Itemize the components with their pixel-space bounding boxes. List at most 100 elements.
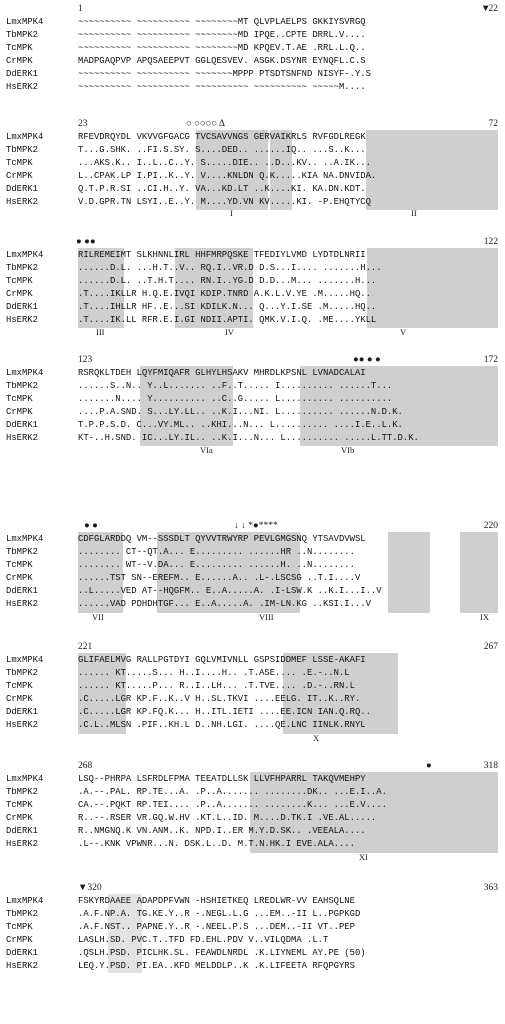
sequence-line: ......S..N.. Y..L....... ..F..T..... I..… (78, 381, 392, 391)
species-label: HsERK2 (6, 839, 38, 849)
sequence-line: R..--.RSER VR.GQ.W.HV .KT.L..ID. M....D.… (78, 813, 376, 823)
species-label: LmxMPK4 (6, 655, 43, 665)
species-label: LmxMPK4 (6, 17, 43, 27)
species-label: HsERK2 (6, 961, 38, 971)
species-label: CrMPK (6, 289, 33, 299)
position-start-label: ▼320 (78, 883, 102, 893)
position-start-label: 123 (78, 355, 93, 365)
feature-marker: ●● ● ● (353, 355, 381, 365)
sequence-line: .A.F.NST.. PAPNE.Y..R -.NEEL.P.S ...DEM.… (78, 922, 355, 932)
sequence-line: ~~~~~~~~~~ ~~~~~~~~~~ ~~~~~~~~~~ ~~~~~~~… (78, 82, 366, 92)
sequence-line: .A.F.NP.A. TG.KE.Y..R -.NEGL.L.G ...EM..… (78, 909, 360, 919)
sequence-line: ......VAD PDHDHTGF... E..A.....A. .IM-LN… (78, 599, 372, 609)
block-4: 123 172 ●● ● ● LmxMPK4 RSRQKLTDEH LQYFMI… (6, 355, 498, 455)
subdomain-label: I (230, 208, 233, 218)
species-label: TbMPK2 (6, 381, 38, 391)
sequence-line: .C.L..MLSN .PIF..KH.L D..NH.LGI. ....QE.… (78, 720, 366, 730)
species-label: DdERK1 (6, 826, 38, 836)
conserved-region-shade (367, 248, 498, 328)
species-label: CrMPK (6, 56, 33, 66)
sequence-line: KT-..H.SND. IC...LY.IL.. ..K.I...N... L.… (78, 433, 419, 443)
sequence-line: .......N.... Y.......... ..C..G..... L..… (78, 394, 392, 404)
species-label: TbMPK2 (6, 30, 38, 40)
sequence-line: LEQ.Y.PSD. PI.EA..KFD MELDDLP..K .K.LIFE… (78, 961, 355, 971)
conserved-region-shade (196, 130, 268, 210)
species-label: DdERK1 (6, 302, 38, 312)
species-label: DdERK1 (6, 69, 38, 79)
feature-marker: ↓ ↓ *●**** (234, 521, 278, 531)
sequence-line: RILREMEIMT SLKHNNLIRL HHFMRPQSKE TFEDIYL… (78, 250, 366, 260)
species-label: CrMPK (6, 935, 33, 945)
subdomain-label: V (400, 327, 407, 337)
conserved-region-shade (78, 248, 124, 328)
conserved-region-shade (140, 366, 233, 446)
position-end-label: 22 (489, 4, 499, 14)
position-end-label: 267 (484, 642, 499, 652)
sequence-line: LASLH.SD. PVC.T..TFD FD.EHL.PDV V..VILQD… (78, 935, 328, 945)
species-label: TcMPK (6, 922, 33, 932)
sequence-line: .L--.KNK VPWNR...N. DSK.L..D. M.T.N.HK.I… (78, 839, 355, 849)
sequence-line: .T....IHLLR HF..E...SI KDILK.N... Q...Y.… (78, 302, 376, 312)
species-label: DdERK1 (6, 184, 38, 194)
sequence-line: ~~~~~~~~~~ ~~~~~~~~~~ ~~~~~~~~MD KPQEV.T… (78, 43, 366, 53)
block-1: 1 22 ▼ LmxMPK4 ~~~~~~~~~~ ~~~~~~~~~~ ~~~… (6, 4, 498, 92)
species-label: DdERK1 (6, 948, 38, 958)
conserved-region-shade (366, 130, 498, 210)
species-label: LmxMPK4 (6, 896, 43, 906)
subdomain-label: XI (359, 852, 368, 862)
species-label: TbMPK2 (6, 547, 38, 557)
sequence-line: L..CPAK.LP I.PI..K..Y. V....KNLDN Q.K...… (78, 171, 376, 181)
species-label: TbMPK2 (6, 909, 38, 919)
subdomain-label: IX (480, 612, 489, 622)
sequence-line: ........ WT--V.DA... E......... ......H.… (78, 560, 355, 570)
species-label: CrMPK (6, 573, 33, 583)
subdomain-label: III (96, 327, 105, 337)
sequence-line: .T....IKLLR H.Q.E.IVQI KDIP.TNRD A.K.L.V… (78, 289, 371, 299)
block-7: 268 318 ● LmxMPK4 LSQ--PHRPA LSFRDLFPMA … (6, 761, 498, 862)
sequence-line: ~~~~~~~~~~ ~~~~~~~~~~ ~~~~~~~~MD IPQE..C… (78, 30, 366, 40)
species-label: TcMPK (6, 276, 33, 286)
sequence-line: RFEVDRQYDL VKVVGFGACG TVCSAVVNGS GERVAIK… (78, 132, 366, 142)
sequence-line: MADPGAQPVP APQSAEEPVT GGLQESVEV. ASGK.DS… (78, 56, 366, 66)
block-8: ▼320 363 LmxMPK4 FSKYRDAAEE ADAPDPFVWN -… (6, 883, 498, 971)
sequence-line: R..NMGNQ.K VN.ANM..K. NPD.I..ER M.Y.D.SK… (78, 826, 366, 836)
species-label: LmxMPK4 (6, 368, 43, 378)
species-label: HsERK2 (6, 599, 38, 609)
sequence-line: .QSLH.PSD. PICLHK.SL. FEAWDLNRDL .K.LIYN… (78, 948, 366, 958)
block-3: 122 ● ●● LmxMPK4 RILREMEIMT SLKHNNLIRL H… (6, 237, 498, 337)
species-label: TcMPK (6, 394, 33, 404)
sequence-line: .C.....LGR KP.F..K..V H..SL.TKVI ....EEL… (78, 694, 360, 704)
sequence-line: .T....IK.LL RFR.E.I.GI NDII.APTI. QMK.V.… (78, 315, 376, 325)
sequence-line: ...... KT.....P... R..I..LH... .T.TVE...… (78, 681, 355, 691)
sequence-line: CDFGLARDDQ VM--SSSDLT QYVVTRWYRP PEVLGMG… (78, 534, 366, 544)
sequence-line: ...... KT.....S... H..I....H.. .T.ASE...… (78, 668, 350, 678)
species-label: DdERK1 (6, 586, 38, 596)
species-label: CrMPK (6, 694, 33, 704)
feature-marker: ● ● (84, 521, 98, 531)
subdomain-label: VIb (341, 445, 354, 455)
conserved-region-shade (388, 532, 430, 613)
conserved-region-shade (460, 532, 498, 613)
species-label: LmxMPK4 (6, 774, 43, 784)
position-end-label: 172 (484, 355, 499, 365)
sequence-line: ......D.L. ...H.T..V.. RQ.I..VR.D D.S...… (78, 263, 382, 273)
position-start-label: 1 (78, 4, 83, 14)
conserved-region-shade (78, 653, 126, 734)
species-label: TbMPK2 (6, 787, 38, 797)
conserved-region-shade (175, 248, 253, 328)
species-label: CrMPK (6, 813, 33, 823)
feature-marker: ▼ (481, 4, 490, 14)
position-start-label: 221 (78, 642, 93, 652)
sequence-line: T...G.SHK. ..FI.S.SY. S....DED.. ......I… (78, 145, 366, 155)
species-label: TbMPK2 (6, 145, 38, 155)
sequence-line: CA.--.PQKT RP.TEI.... .P..A....... .....… (78, 800, 387, 810)
conserved-region-shade (108, 894, 142, 973)
sequence-line: .A.--.PAL. RP.TE...A. .P..A....... .....… (78, 787, 387, 797)
sequence-line: .C.....LGR KP.FQ.K... H..ITL.IETI ....EE… (78, 707, 371, 717)
sequence-line: GLIFAELMVG RALLPGTDYI GQLVMIVNLL GSPSIDD… (78, 655, 366, 665)
sequence-line: ......TST SN--EREFM.. E......A.. .L-.LSC… (78, 573, 361, 583)
species-label: HsERK2 (6, 82, 38, 92)
position-end-label: 72 (489, 119, 499, 129)
position-end-label: 318 (484, 761, 499, 771)
